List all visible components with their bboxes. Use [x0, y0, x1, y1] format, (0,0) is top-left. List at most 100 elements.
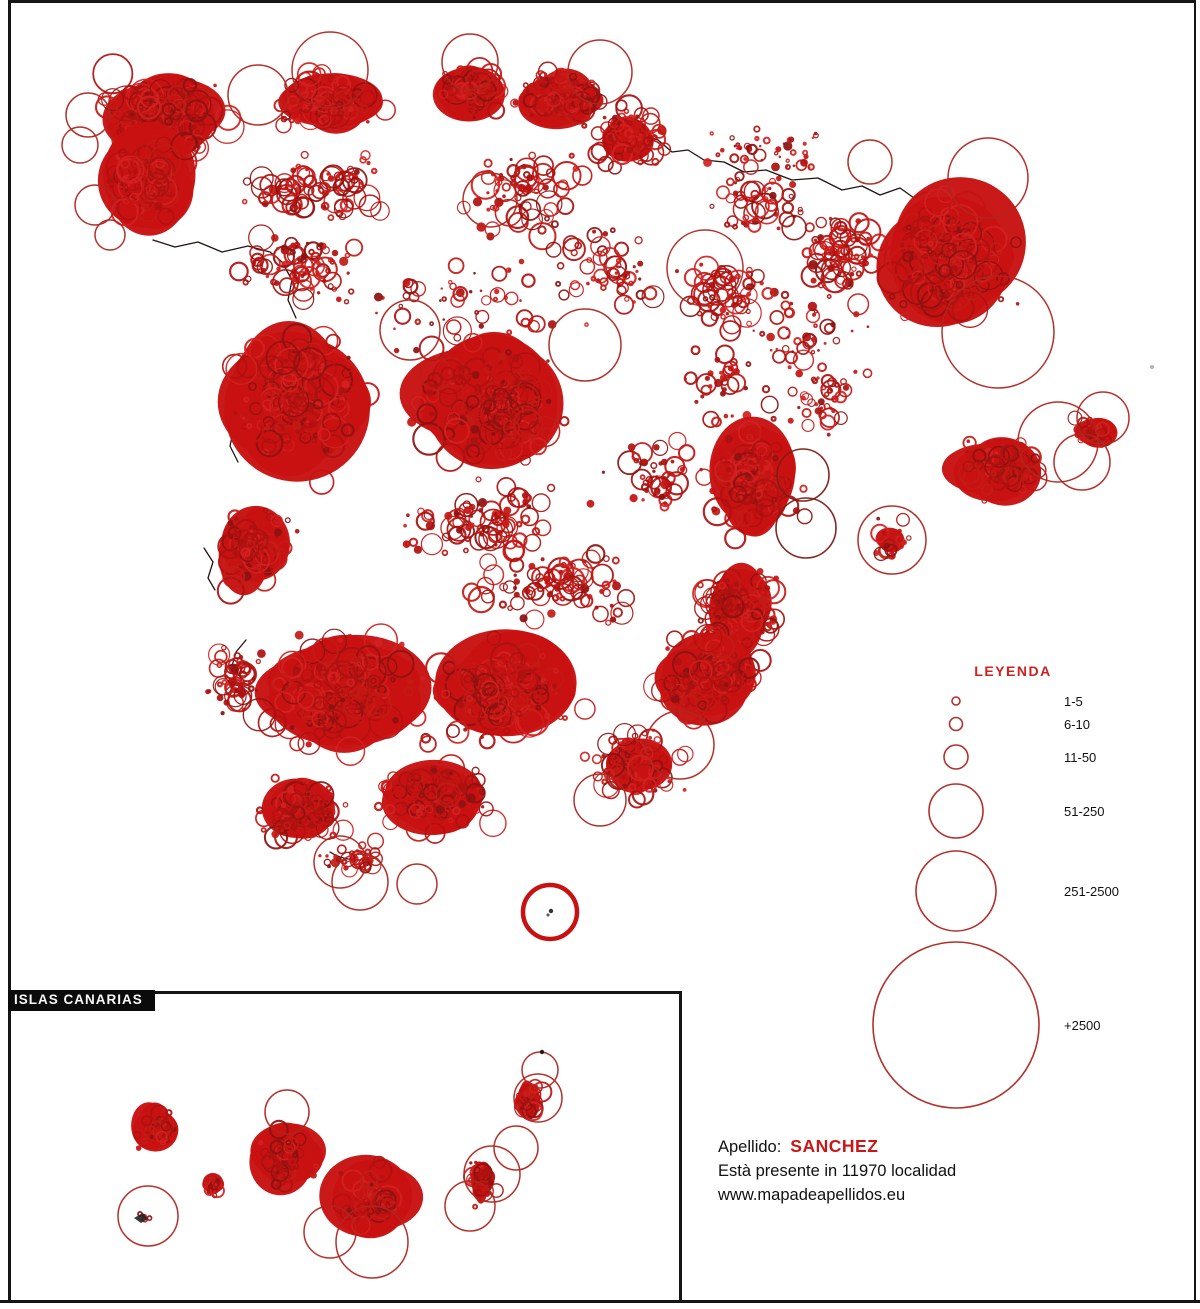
bubble-dot	[318, 242, 324, 247]
bubble-dot	[699, 262, 704, 267]
bubble-dot	[791, 350, 794, 353]
bubble-ring	[882, 538, 896, 552]
bubble-ring	[434, 803, 451, 821]
bubble-dot	[869, 253, 873, 257]
bubble-ring	[1021, 464, 1039, 482]
bubble-ring	[433, 694, 440, 701]
bubble-ring	[374, 99, 396, 121]
bubble-dot	[290, 807, 298, 815]
map-dot	[546, 913, 550, 917]
bubble-ring	[763, 608, 786, 630]
bubble-ring	[546, 483, 556, 493]
bubble-ring	[702, 296, 709, 302]
bubble-ring	[244, 337, 265, 359]
surname-value: SANCHEZ	[790, 1136, 879, 1156]
bubble-dot	[724, 435, 733, 444]
bubble-ring	[427, 371, 443, 388]
bubble-ring	[555, 592, 563, 600]
bubble-ring	[976, 237, 1015, 276]
bubble-dot	[399, 641, 405, 648]
bubble-ring	[419, 810, 428, 819]
bubble-dot	[270, 567, 274, 572]
bubble-ring	[312, 814, 325, 826]
inset-border-right	[679, 991, 682, 1303]
bubble-ring	[700, 384, 712, 396]
bubble-ring	[746, 143, 758, 156]
bubble-ring	[259, 173, 282, 197]
bubble-ring	[720, 313, 726, 320]
bubble-dot	[758, 465, 765, 472]
bubble-ring	[947, 243, 955, 252]
bubble-ring	[602, 130, 618, 146]
bubble-ring	[807, 398, 816, 407]
bubble-ring	[753, 125, 761, 133]
bubble-ring	[116, 195, 142, 221]
bubble-ring	[147, 156, 171, 180]
bubble-ring	[509, 651, 526, 669]
bubble-dot	[292, 421, 301, 431]
bubble-ring	[695, 373, 717, 395]
bubble-ring	[463, 332, 483, 353]
bubble-ring	[681, 676, 691, 686]
bubble-ring	[164, 116, 174, 126]
apellido-line: Apellido: SANCHEZ	[718, 1134, 956, 1159]
bubble-ring	[439, 786, 459, 807]
bubble-ring	[382, 780, 404, 802]
bubble-ring	[761, 286, 775, 300]
bubble-dot	[802, 141, 807, 146]
bubble-dot	[271, 234, 279, 242]
bubble-ring	[524, 609, 545, 630]
bubble-dot	[817, 349, 820, 352]
bubble-ring	[285, 1139, 292, 1146]
bubble-ring	[360, 105, 369, 114]
bubble-ring	[333, 198, 354, 219]
bubble-dot	[768, 186, 772, 191]
bubble-ring	[834, 411, 848, 426]
bubble-dot	[778, 155, 782, 159]
bubble-dot	[730, 414, 734, 418]
bubble-ring	[521, 201, 532, 212]
bubble-dot	[545, 83, 549, 87]
bubble-dot	[734, 582, 740, 588]
bubble-dot	[341, 380, 350, 389]
bubble-ring	[275, 116, 292, 134]
bubble-ring	[446, 319, 462, 335]
bubble-ring	[499, 582, 509, 592]
bubble-ring	[312, 637, 339, 665]
bubble-ring	[374, 1189, 397, 1212]
bubble-ring	[553, 180, 570, 198]
bubble-ring	[523, 171, 531, 179]
bubble-ring	[510, 352, 541, 383]
bubble-ring	[351, 82, 378, 109]
bubble-ring	[735, 510, 753, 528]
bubble-ring	[474, 663, 491, 681]
large-ring	[444, 1180, 496, 1232]
bubble-ring	[284, 517, 291, 524]
bubble-dot	[574, 107, 578, 111]
bubble-ring	[1077, 436, 1085, 444]
bubble-dot	[499, 718, 503, 723]
bubble-ring	[513, 692, 535, 714]
bubble-ring	[484, 701, 511, 728]
bubble-ring	[293, 781, 308, 796]
bubble-dot	[335, 716, 339, 720]
legend-circle	[948, 716, 964, 732]
bubble-ring	[262, 507, 269, 514]
bubble-ring	[246, 422, 253, 430]
large-ring	[331, 853, 389, 911]
bubble-ring	[504, 348, 512, 356]
bubble-dot	[813, 238, 818, 242]
bubble-ring	[658, 754, 669, 765]
bubble-ring	[696, 310, 703, 317]
bubble-ring	[139, 195, 150, 207]
bubble-dot	[426, 389, 434, 397]
bubble-ring	[996, 272, 1010, 286]
bubble-ring	[613, 116, 639, 142]
bubble-ring	[736, 485, 757, 506]
bubble-ring	[509, 557, 525, 573]
bubble-dot	[519, 614, 528, 623]
bubble-ring	[437, 412, 472, 446]
bubble-ring	[572, 165, 593, 186]
bubble-ring	[557, 714, 564, 721]
bubble-ring	[272, 676, 286, 691]
